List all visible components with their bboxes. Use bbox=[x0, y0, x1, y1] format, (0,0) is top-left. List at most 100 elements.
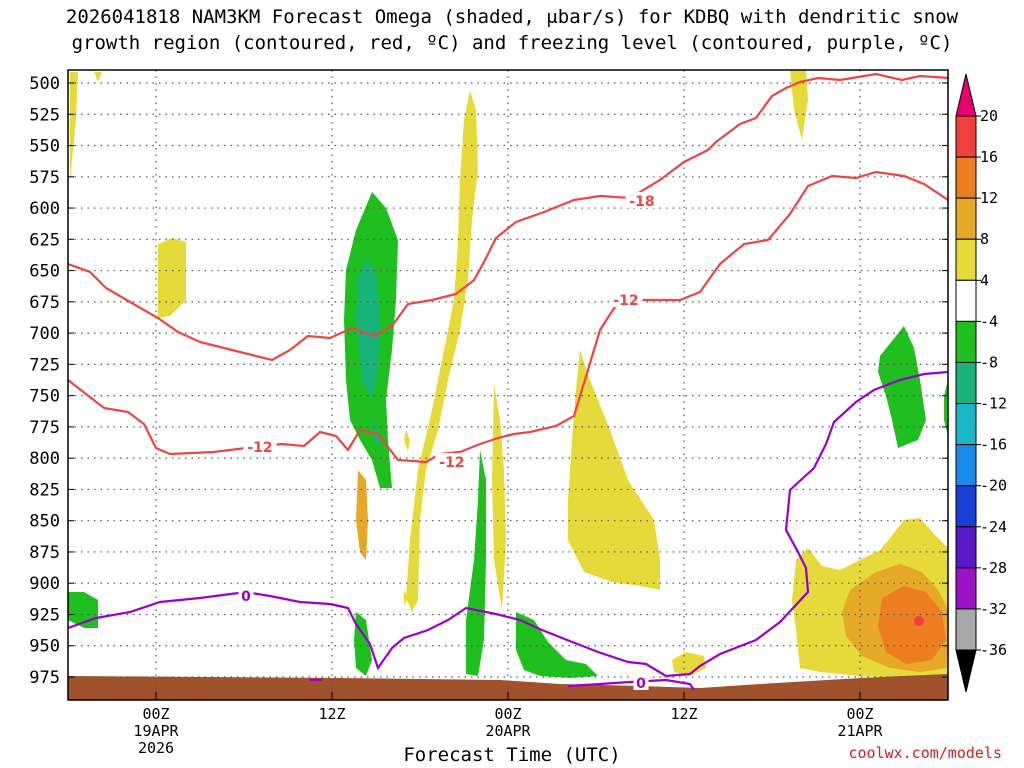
colorbar-label: 8 bbox=[980, 230, 989, 248]
contour-label-halo bbox=[243, 438, 277, 454]
colorbar-top-arrow bbox=[955, 73, 977, 117]
x-tick-sublabel2: 2026 bbox=[138, 739, 174, 757]
contour-label-text: -18 bbox=[629, 194, 654, 210]
omega-region-yellow bbox=[404, 430, 410, 452]
contour-label: 0 bbox=[633, 674, 649, 692]
x-tick-label: 12Z bbox=[670, 705, 697, 723]
contour-label: 0 bbox=[238, 587, 254, 605]
omega-region-green bbox=[944, 380, 948, 436]
omega-max-dot bbox=[914, 616, 924, 626]
y-tick-label: 900 bbox=[29, 574, 60, 594]
contour-label-halo bbox=[435, 453, 469, 469]
colorbar-label: 12 bbox=[980, 189, 998, 207]
colorbar-bin bbox=[955, 320, 977, 363]
colorbar-label: -12 bbox=[980, 395, 1007, 413]
ground-terrain bbox=[68, 674, 948, 700]
y-tick-label: 875 bbox=[29, 543, 60, 563]
colorbar-bin bbox=[955, 567, 977, 610]
contour-label-halo bbox=[609, 291, 643, 307]
y-tick-label: 500 bbox=[29, 74, 60, 94]
omega-region-yellow bbox=[404, 590, 408, 606]
omega-region-green bbox=[516, 612, 598, 678]
contour-label: -18 bbox=[625, 192, 659, 210]
freezing-level-contour bbox=[68, 370, 948, 678]
contour-label-text: 0 bbox=[241, 589, 251, 605]
colorbar-bin bbox=[955, 403, 977, 446]
y-tick-label: 975 bbox=[29, 668, 60, 688]
omega-region-yellow bbox=[94, 72, 102, 82]
colorbar-bin bbox=[955, 485, 977, 528]
y-tick-label: 525 bbox=[29, 105, 60, 125]
contour-label-halo bbox=[633, 674, 649, 690]
omega-region-orange bbox=[356, 470, 368, 560]
y-axis: 500 525 550 575 600 625 650 675 700 725 750 775 800 8… bbox=[29, 74, 948, 688]
contour-label-text: -12 bbox=[439, 455, 464, 471]
y-tick-label: 950 bbox=[29, 637, 60, 657]
colorbar: 20 16 12 8 4 -4 -8 -12 -16 -20 -24 -28 -32 -36 bbox=[955, 73, 1007, 693]
y-tick-label: 700 bbox=[29, 324, 60, 344]
omega-region-yellow bbox=[568, 350, 660, 590]
y-tick-label: 725 bbox=[29, 355, 60, 375]
contour-label: -12 bbox=[243, 438, 277, 456]
contour-label-halo bbox=[238, 587, 254, 603]
x-tick-sublabel: 21APR bbox=[837, 722, 883, 740]
colorbar-label: -4 bbox=[980, 312, 998, 330]
omega-region-yellow bbox=[406, 90, 478, 612]
chart-title-line1: 2026041818 NAM3KM Forecast Omega (shaded… bbox=[65, 6, 959, 28]
colorbar-bin bbox=[955, 238, 977, 281]
x-axis-title: Forecast Time (UTC) bbox=[403, 744, 621, 766]
contour-label: -12 bbox=[435, 453, 469, 471]
y-tick-label: 825 bbox=[29, 480, 60, 500]
contour-label-text: -12 bbox=[247, 440, 272, 456]
y-tick-label: 925 bbox=[29, 605, 60, 625]
dgz-contour-upper bbox=[68, 72, 948, 362]
colorbar-label: -20 bbox=[980, 477, 1007, 495]
colorbar-bottom-arrow bbox=[955, 649, 977, 693]
omega-region-yellow bbox=[790, 70, 808, 140]
x-tick-sublabel: 20APR bbox=[485, 722, 531, 740]
x-tick-label: 00Z bbox=[142, 705, 169, 723]
colorbar-bin bbox=[955, 197, 977, 240]
colorbar-bin bbox=[955, 279, 977, 322]
colorbar-bin bbox=[955, 115, 977, 158]
y-tick-label: 800 bbox=[29, 449, 60, 469]
colorbar-bin bbox=[955, 156, 977, 199]
colorbar-bin bbox=[955, 526, 977, 569]
colorbar-label: 20 bbox=[980, 107, 998, 125]
y-tick-label: 575 bbox=[29, 168, 60, 188]
colorbar-label: -32 bbox=[980, 600, 1007, 618]
y-tick-label: 625 bbox=[29, 230, 60, 250]
x-tick-label: 00Z bbox=[846, 705, 873, 723]
omega-region-yellow bbox=[158, 238, 186, 318]
contour-label-text: -12 bbox=[613, 293, 638, 309]
x-tick-label: 00Z bbox=[494, 705, 521, 723]
colorbar-label: 4 bbox=[980, 271, 989, 289]
chart-title-line2: growth region (contoured, red, ºC) and f… bbox=[71, 32, 953, 54]
colorbar-bin bbox=[955, 361, 977, 405]
omega-region-green bbox=[878, 326, 926, 448]
y-tick-label: 675 bbox=[29, 293, 60, 313]
y-tick-label: 550 bbox=[29, 137, 60, 157]
contour-label-halo bbox=[625, 192, 659, 208]
y-tick-label: 750 bbox=[29, 387, 60, 407]
y-tick-label: 850 bbox=[29, 512, 60, 532]
colorbar-label: -16 bbox=[980, 436, 1007, 454]
y-tick-label: 775 bbox=[29, 418, 60, 438]
colorbar-label: -28 bbox=[980, 559, 1007, 577]
omega-region-yellow bbox=[672, 652, 706, 676]
grid-lines bbox=[68, 70, 948, 700]
x-tick-label: 12Z bbox=[318, 705, 345, 723]
colorbar-bin bbox=[955, 444, 977, 487]
omega-region-green bbox=[466, 450, 486, 676]
omega-region-yellow bbox=[70, 72, 78, 180]
colorbar-label: -24 bbox=[980, 518, 1007, 536]
dgz-contour-lower bbox=[68, 170, 948, 464]
colorbar-label: 16 bbox=[980, 148, 998, 166]
colorbar-label: -36 bbox=[980, 641, 1007, 659]
colorbar-bin bbox=[955, 608, 977, 651]
contour-label-text: 0 bbox=[636, 676, 646, 692]
omega-shading bbox=[68, 70, 948, 700]
omega-region-darkorange bbox=[878, 586, 946, 664]
